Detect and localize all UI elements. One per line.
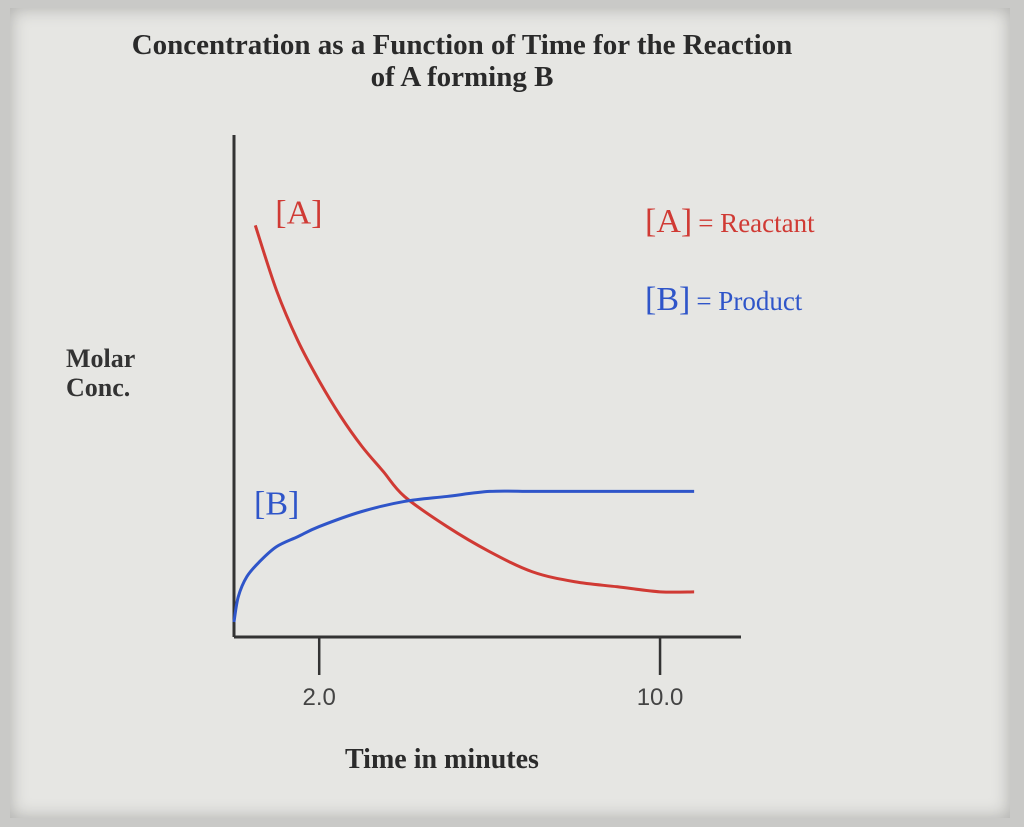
legend-entry-text: = Reactant — [698, 208, 815, 238]
x-axis-label: Time in minutes — [345, 744, 539, 775]
series-label-a: [A] — [275, 194, 322, 231]
y-axis-label: Molar Conc. — [66, 344, 135, 402]
legend: [A] = Reactant [B] = Product — [645, 203, 815, 318]
x-tick-label: 2.0 — [303, 684, 336, 711]
y-axis-label-line-2: Conc. — [66, 373, 131, 402]
chart-title-line-1: Concentration as a Function of Time for … — [131, 29, 793, 61]
legend-entry: [A] = Reactant — [645, 203, 815, 240]
chart-title-line-2: of A forming B — [370, 61, 554, 93]
legend-entry-text: = Product — [696, 286, 802, 316]
x-tick-label: 10.0 — [637, 684, 684, 711]
legend-entry-symbol: [A] — [645, 203, 692, 240]
x-ticks: 2.0 10.0 — [303, 637, 684, 711]
series-lines — [232, 224, 695, 623]
series-line-a — [253, 224, 695, 594]
series-line-b — [232, 489, 695, 623]
legend-entry: [B] = Product — [645, 281, 803, 318]
chart-card — [10, 8, 1010, 818]
series-labels: [A] [B] — [254, 194, 323, 522]
series-label-b: [B] — [254, 486, 299, 523]
legend-entry-symbol: [B] — [645, 281, 690, 318]
y-axis-label-line-1: Molar — [66, 344, 136, 373]
